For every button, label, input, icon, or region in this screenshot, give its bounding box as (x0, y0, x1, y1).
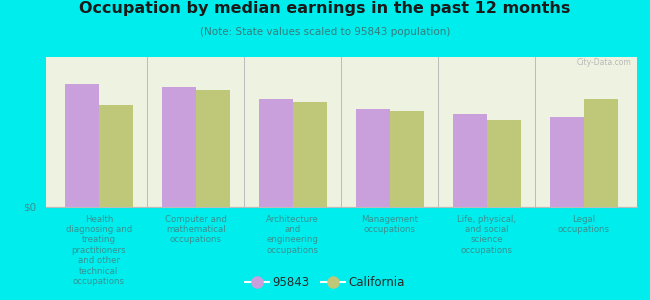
Bar (162, 87, 196, 207)
Bar (584, 99, 618, 207)
Text: (Note: State values scaled to 95843 population): (Note: State values scaled to 95843 popu… (200, 27, 450, 37)
Text: Occupation by median earnings in the past 12 months: Occupation by median earnings in the pas… (79, 2, 571, 16)
Bar (196, 90, 229, 207)
Legend: 95843, California: 95843, California (240, 272, 410, 294)
Text: City-Data.com: City-Data.com (577, 58, 631, 68)
Bar (65, 84, 99, 207)
Bar (550, 117, 584, 207)
Bar (99, 105, 133, 207)
Bar (259, 99, 292, 207)
Bar (453, 114, 487, 207)
Bar (390, 111, 424, 207)
Bar (292, 102, 327, 207)
Bar (487, 120, 521, 207)
Bar (356, 110, 390, 207)
